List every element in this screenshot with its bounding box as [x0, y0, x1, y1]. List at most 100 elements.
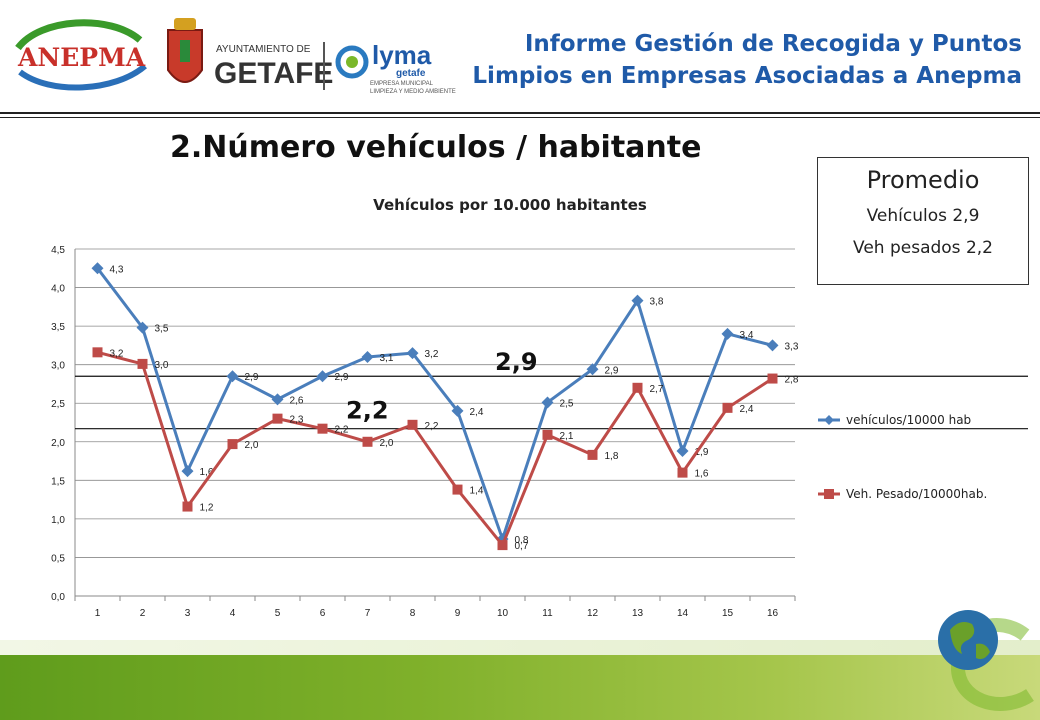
data-label: 4,3	[110, 264, 124, 275]
x-tick-label: 10	[497, 608, 509, 619]
data-label: 2,0	[245, 440, 259, 451]
data-label: 3,3	[785, 341, 799, 352]
x-tick-label: 4	[230, 608, 236, 619]
y-tick-label: 0,0	[51, 592, 65, 603]
data-point-diamond	[316, 370, 329, 383]
data-point-square	[362, 436, 373, 447]
x-tick-label: 6	[320, 608, 326, 619]
lyma-tag2: LIMPIEZA Y MEDIO AMBIENTE	[370, 89, 456, 95]
data-point-square	[407, 419, 418, 430]
x-tick-label: 14	[677, 608, 689, 619]
data-label: 2,3	[290, 415, 304, 426]
data-label: 2,7	[650, 384, 664, 395]
data-label: 2,4	[470, 407, 484, 418]
data-point-square	[632, 382, 643, 393]
data-point-diamond	[766, 339, 779, 352]
series-line-2	[97, 350, 774, 547]
data-label: 1,6	[200, 467, 214, 478]
section-title: 2.Número vehículos / habitante	[170, 130, 702, 165]
data-label: 1,4	[470, 486, 484, 497]
data-point-diamond	[721, 327, 734, 340]
data-label: 1,8	[605, 451, 619, 462]
lyma-sub-text: getafe	[396, 68, 426, 79]
average-vehicles: Vehículos 2,9	[866, 206, 980, 226]
data-point-square	[137, 358, 148, 369]
x-tick-label: 15	[722, 608, 734, 619]
data-label: 1,9	[695, 447, 709, 458]
data-label: 2,9	[245, 372, 259, 383]
data-point-square	[272, 413, 283, 424]
data-point-diamond	[271, 393, 284, 406]
data-point-diamond	[631, 294, 644, 307]
data-point-diamond	[676, 445, 689, 458]
y-tick-label: 2,5	[51, 399, 65, 410]
y-tick-label: 1,0	[51, 515, 65, 526]
data-label: 2,6	[290, 395, 304, 406]
report-title: Informe Gestión de Recogida y Puntos Lim…	[462, 28, 1022, 92]
data-label: 2,2	[335, 425, 349, 436]
data-point-square	[542, 429, 553, 440]
data-point-diamond	[181, 465, 194, 478]
data-label: 3,1	[380, 353, 394, 364]
getafe-text: GETAFE	[214, 57, 333, 90]
y-tick-label: 3,5	[51, 322, 65, 333]
x-tick-label: 7	[365, 608, 371, 619]
x-tick-label: 13	[632, 608, 644, 619]
data-label: 3,5	[155, 324, 169, 335]
lyma-logo: lyma getafe EMPRESA MUNICIPAL LIMPIEZA Y…	[335, 40, 456, 95]
x-tick-label: 9	[455, 608, 461, 619]
lyma-text: lyma	[372, 40, 432, 70]
y-tick-label: 4,0	[51, 284, 65, 295]
average-heavy-vehicles: Veh pesados 2,2	[853, 238, 993, 258]
data-label: 0,7	[515, 541, 529, 552]
getafe-crest	[167, 18, 203, 83]
anepma-logo-text: ANEPMA	[17, 43, 146, 72]
data-point-square	[497, 540, 508, 551]
ayuntamiento-getafe-logo: AYUNTAMIENTO DE GETAFE	[214, 44, 333, 90]
x-tick-label: 11	[542, 608, 553, 619]
data-label: 3,2	[110, 348, 124, 359]
lyma-tag1: EMPRESA MUNICIPAL	[370, 81, 434, 87]
data-label: 2,9	[605, 365, 619, 376]
x-tick-label: 16	[767, 608, 779, 619]
data-label: 3,0	[155, 360, 169, 371]
data-label: 2,0	[380, 438, 394, 449]
globe-logo	[938, 610, 1034, 711]
data-point-square	[452, 484, 463, 495]
y-tick-label: 1,5	[51, 476, 65, 487]
data-label: 2,9	[335, 372, 349, 383]
ayuntamiento-text: AYUNTAMIENTO DE	[216, 44, 311, 55]
average-box: Promedio Vehículos 2,9 Veh pesados 2,2	[817, 157, 1029, 285]
x-tick-label: 2	[140, 608, 146, 619]
x-tick-label: 3	[185, 608, 191, 619]
x-tick-label: 8	[410, 608, 416, 619]
data-label: 3,2	[425, 349, 439, 360]
data-point-diamond	[91, 262, 104, 275]
data-point-square	[182, 501, 193, 512]
anepma-logo: ANEPMA	[15, 19, 147, 91]
average-title: Promedio	[866, 166, 980, 194]
y-tick-label: 0,5	[51, 553, 65, 564]
y-tick-label: 4,5	[51, 245, 65, 256]
data-point-square	[722, 402, 733, 413]
legend-label: Veh. Pesado/10000hab.	[846, 487, 987, 501]
data-label: 3,8	[650, 297, 664, 308]
y-tick-label: 2,0	[51, 438, 65, 449]
legend-label: vehículos/10000 hab	[846, 413, 971, 427]
data-label: 2,4	[740, 404, 754, 415]
data-point-square	[587, 449, 598, 460]
data-point-diamond	[136, 321, 149, 334]
data-label: 0,8	[515, 535, 529, 546]
data-point-square	[227, 439, 238, 450]
line-chart: 0,00,51,01,52,02,53,03,54,04,51 2 3 4 5 6 7 8 9 1…	[51, 245, 1028, 619]
data-point-square	[92, 347, 103, 358]
data-point-square	[677, 467, 688, 478]
header-divider-thin	[0, 117, 1040, 118]
data-point-diamond	[541, 396, 554, 409]
x-tick-label: 5	[275, 608, 281, 619]
header-divider	[0, 112, 1040, 114]
data-label: 2,1	[560, 431, 574, 442]
y-tick-label: 3,0	[51, 361, 65, 372]
chart-title: Vehículos por 10.000 habitantes	[373, 196, 647, 214]
data-point-diamond	[226, 370, 239, 383]
